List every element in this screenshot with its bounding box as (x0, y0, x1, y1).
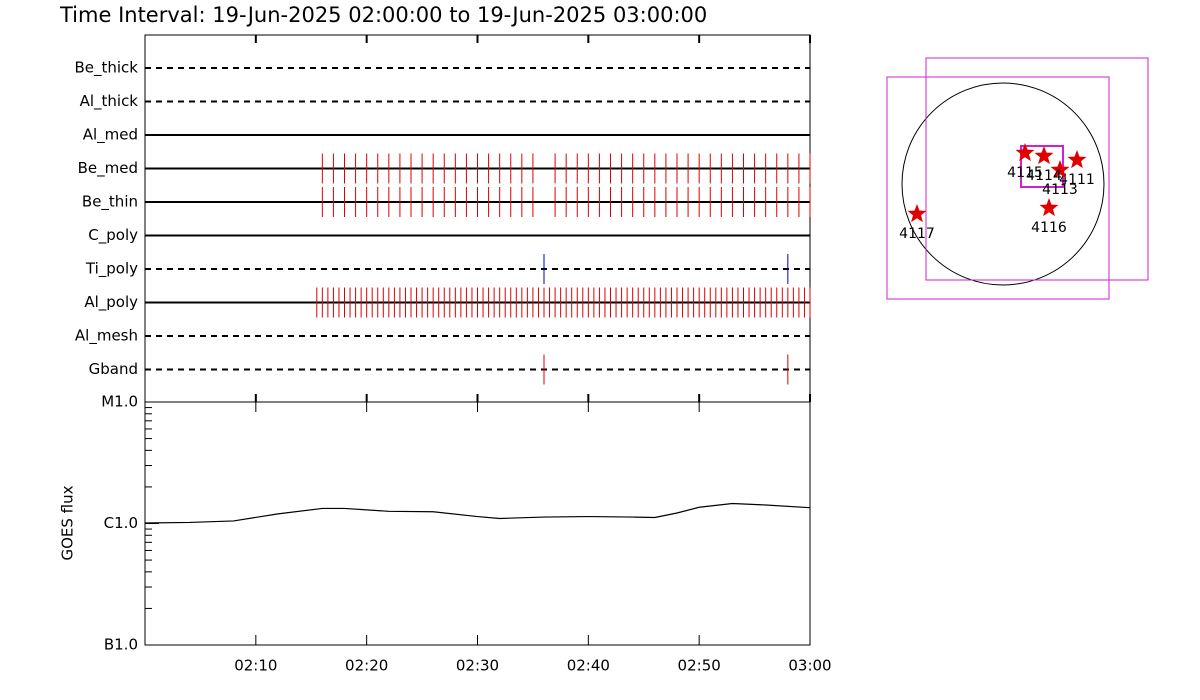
fov-box (886, 76, 1110, 300)
x-tick-label: 02:10 (234, 657, 277, 675)
region-label: 4114 (1026, 168, 1062, 184)
region-star (1015, 143, 1035, 162)
region-star (907, 204, 927, 223)
solar-disk (901, 82, 1105, 286)
goes-frame (144, 401, 811, 646)
goes-line (144, 502, 811, 524)
x-tick-label: 02:30 (456, 657, 499, 675)
row-label: Gband (89, 360, 138, 378)
region-label: 4111 (1059, 172, 1095, 188)
x-tick-label: 02:50 (678, 657, 721, 675)
region-label: 4116 (1031, 220, 1067, 236)
region-label: 4115 (1007, 165, 1043, 181)
row-label: Be_thin (82, 193, 138, 212)
row-label: Al_med (83, 126, 138, 145)
region-label: 4113 (1042, 182, 1078, 198)
region-star (1067, 150, 1087, 169)
chart-title: Time Interval: 19-Jun-2025 02:00:00 to 1… (59, 3, 707, 27)
fov-box (925, 57, 1149, 281)
y-axis-label: GOES flux (59, 485, 77, 560)
row-label: Al_mesh (75, 327, 138, 346)
region-label: 4117 (899, 226, 935, 242)
row-label: Be_med (78, 159, 138, 178)
timeline-frame (144, 34, 811, 403)
row-label: Be_thick (74, 59, 138, 78)
y-tick-label: B1.0 (104, 636, 138, 654)
region-star (1039, 198, 1059, 217)
row-label: C_poly (88, 226, 138, 245)
region-star (1050, 160, 1070, 179)
row-label: Al_thick (80, 92, 139, 111)
y-tick-label: C1.0 (104, 514, 138, 532)
row-label: Al_poly (84, 293, 138, 312)
region-star (1034, 146, 1054, 165)
y-tick-label: M1.0 (101, 393, 138, 411)
x-tick-label: 02:20 (345, 657, 388, 675)
x-tick-label: 02:40 (567, 657, 610, 675)
row-label: Ti_poly (85, 260, 138, 279)
fov-box (1020, 145, 1064, 188)
x-tick-label: 03:00 (788, 657, 831, 675)
